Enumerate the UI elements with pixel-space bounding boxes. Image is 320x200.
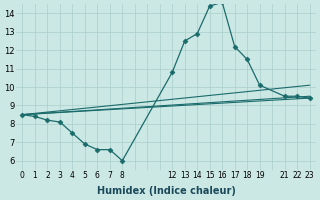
X-axis label: Humidex (Indice chaleur): Humidex (Indice chaleur) bbox=[97, 186, 236, 196]
